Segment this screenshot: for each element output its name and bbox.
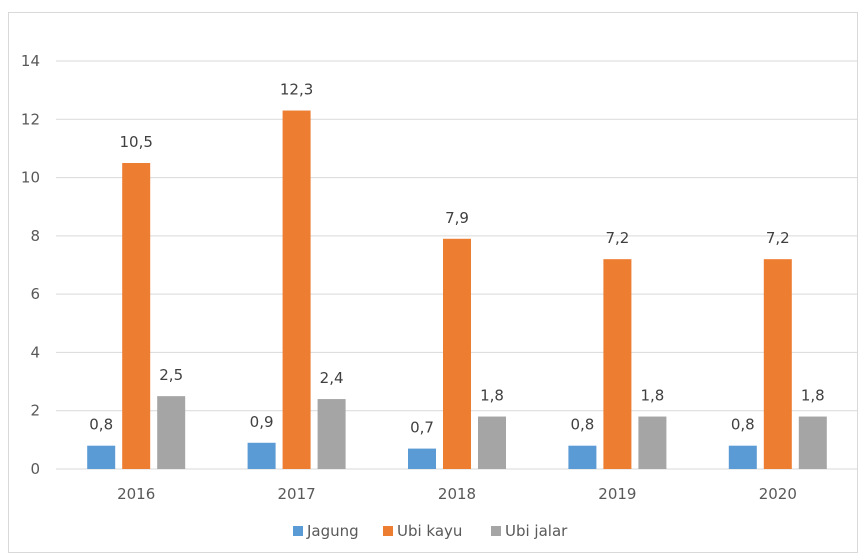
- bar-jagung: [728, 445, 757, 469]
- y-tick-label: 14: [21, 52, 40, 70]
- y-tick-label: 4: [30, 343, 40, 361]
- data-label: 0,9: [250, 413, 274, 431]
- y-tick-label: 0: [30, 460, 40, 478]
- bar-jagung: [247, 442, 276, 469]
- y-tick-label: 10: [21, 169, 40, 187]
- y-tick-label: 12: [21, 110, 40, 128]
- data-label: 0,7: [410, 419, 434, 437]
- legend-swatch: [383, 526, 393, 536]
- x-tick-label: 2016: [117, 485, 155, 503]
- data-label: 1,8: [801, 387, 825, 405]
- x-tick-label: 2019: [598, 485, 636, 503]
- data-label: 1,8: [640, 387, 664, 405]
- data-label: 7,2: [605, 229, 629, 247]
- legend-label: Jagung: [306, 522, 359, 540]
- bar-ubi-jalar: [798, 416, 827, 469]
- bar-ubi-jalar: [638, 416, 667, 469]
- bar-ubi-kayu: [603, 259, 632, 469]
- data-label: 0,8: [89, 416, 113, 434]
- x-tick-label: 2018: [438, 485, 476, 503]
- bar-jagung: [87, 445, 116, 469]
- data-label: 2,4: [320, 369, 344, 387]
- data-label: 10,5: [119, 133, 152, 151]
- y-tick-label: 8: [30, 227, 40, 245]
- data-label: 7,9: [445, 209, 469, 227]
- bar-ubi-kayu: [443, 238, 471, 469]
- data-label: 1,8: [480, 387, 504, 405]
- legend-label: Ubi kayu: [397, 522, 462, 540]
- bar-jagung: [568, 445, 597, 469]
- bar-ubi-jalar: [478, 416, 506, 469]
- legend-swatch: [293, 526, 303, 536]
- data-label: 0,8: [731, 416, 755, 434]
- bar-ubi-kayu: [282, 110, 311, 470]
- x-tick-label: 2020: [759, 485, 797, 503]
- legend-swatch: [491, 526, 501, 536]
- bar-ubi-jalar: [157, 396, 186, 469]
- x-tick-label: 2017: [278, 485, 316, 503]
- bar-ubi-kayu: [763, 259, 792, 469]
- y-tick-label: 2: [30, 402, 40, 420]
- y-tick-label: 6: [30, 285, 40, 303]
- data-label: 12,3: [280, 81, 313, 99]
- bar-jagung: [408, 448, 436, 469]
- bar-ubi-kayu: [122, 163, 151, 469]
- legend-label: Ubi jalar: [505, 522, 568, 540]
- data-label: 7,2: [766, 229, 790, 247]
- data-label: 2,5: [159, 366, 183, 384]
- data-label: 0,8: [570, 416, 594, 434]
- bar-ubi-jalar: [317, 399, 346, 469]
